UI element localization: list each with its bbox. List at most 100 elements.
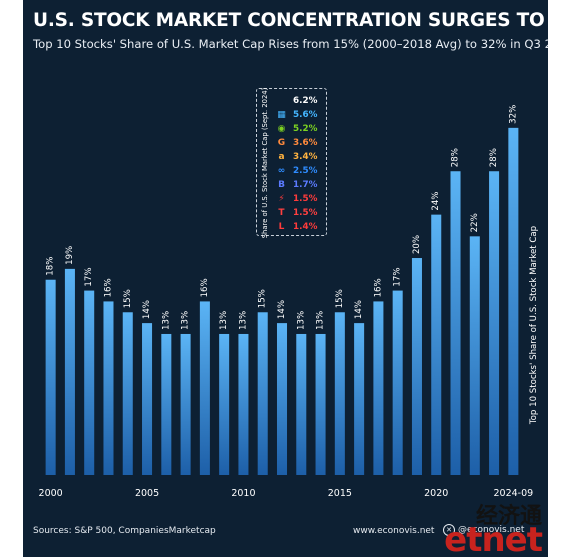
bar-label-2001: 19% <box>65 246 75 265</box>
bar-2003 <box>103 301 114 475</box>
bar-2022 <box>469 236 480 475</box>
legend-value: 2.5% <box>293 166 318 176</box>
bar-label-2024-09: 32% <box>508 105 518 124</box>
watermark-logo: 经济通 etnet <box>444 503 543 557</box>
bar-2014 <box>315 333 326 475</box>
y-axis-label: Top 10 Stocks' Share of U.S. Stock Marke… <box>529 225 539 425</box>
apple-icon <box>276 96 287 107</box>
bar-label-2013: 13% <box>296 311 306 330</box>
legend-item-nvidia: ◉ 5.2% <box>276 122 318 136</box>
legend-item-apple: 6.2% <box>276 94 317 108</box>
x-tick-2015: 2015 <box>328 488 352 499</box>
chart-title: U.S. STOCK MARKET CONCENTRATION SURGES T… <box>33 10 548 31</box>
x-logo-icon: ✕ <box>443 524 455 536</box>
legend-item-google: G 3.6% <box>276 136 318 150</box>
x-tick-2024-09: 2024-09 <box>494 488 534 499</box>
bar-2024-09 <box>508 127 519 476</box>
chart-legend: Share of U.S. Stock Market Cap (Sept. 20… <box>256 87 327 239</box>
bar-label-2003: 16% <box>103 278 113 297</box>
bar-label-2007: 13% <box>181 311 191 330</box>
x-tick-2020: 2020 <box>424 488 448 499</box>
bar-2002 <box>84 290 95 475</box>
bar-chart: 18% 19% 17% 16% 15% 14% 13% 13% 16% 13% 13% 15% 14% 1… <box>39 105 534 499</box>
social-handle[interactable]: ✕ @econovis.net <box>443 524 524 536</box>
berkshire-icon: B <box>278 179 285 190</box>
bar-group <box>45 127 519 476</box>
legend-value: 1.5% <box>293 208 318 218</box>
legend-item-microsoft: ▦ 5.6% <box>276 108 317 122</box>
bar-2012 <box>276 323 288 475</box>
bar-2013 <box>296 333 307 475</box>
bar-label-2010: 13% <box>238 311 248 330</box>
legend-title: Share of U.S. Stock Market Cap (Sept. 20… <box>261 87 269 239</box>
bar-2008 <box>199 301 210 475</box>
bar-2016 <box>354 323 365 475</box>
bar-2007 <box>180 333 191 475</box>
lilly-icon: L <box>278 221 285 232</box>
x-tick-2005: 2005 <box>135 488 159 499</box>
x-tick-group: 2000 2005 2010 2015 2020 2024-09 <box>39 488 534 499</box>
bar-label-2015: 15% <box>335 289 345 308</box>
bar-label-2009: 13% <box>219 311 229 330</box>
bar-2006 <box>161 333 172 475</box>
infographic-frame: U.S. STOCK MARKET CONCENTRATION SURGES T… <box>23 0 548 557</box>
bar-label-2023: 28% <box>489 148 499 167</box>
website-link[interactable]: www.econovis.net <box>353 526 435 536</box>
legend-value: 5.2% <box>293 124 318 134</box>
bar-label-2000: 18% <box>46 257 56 276</box>
bar-label-2022: 22% <box>470 213 480 232</box>
legend-value: 6.2% <box>293 96 318 106</box>
bar-2004 <box>122 312 133 475</box>
bar-2001 <box>64 268 75 475</box>
legend-item-broadcom: ⚡ 1.5% <box>276 192 317 206</box>
bar-label-2018: 17% <box>393 267 403 286</box>
legend-item-berkshire: B 1.7% <box>276 178 317 192</box>
microsoft-icon: ▦ <box>277 109 286 120</box>
legend-item-tesla: T 1.5% <box>276 206 317 220</box>
legend-value: 1.7% <box>293 180 318 190</box>
bar-2017 <box>373 301 384 475</box>
social-handle-text: @econovis.net <box>458 525 525 535</box>
tesla-icon: T <box>278 207 285 218</box>
legend-item-amazon: a 3.4% <box>276 150 317 164</box>
google-icon: G <box>277 137 286 148</box>
bar-2005 <box>142 323 153 475</box>
broadcom-icon: ⚡ <box>278 193 285 204</box>
legend-value: 3.6% <box>293 138 318 148</box>
bar-label-2008: 16% <box>200 278 210 297</box>
bar-label-2011: 15% <box>258 289 268 308</box>
legend-value: 3.4% <box>293 152 318 162</box>
chart-subtitle: Top 10 Stocks' Share of U.S. Market Cap … <box>33 37 548 51</box>
bar-label-2017: 16% <box>373 278 383 297</box>
bar-2019 <box>411 258 422 475</box>
bar-label-2012: 14% <box>277 300 287 319</box>
x-tick-2010: 2010 <box>231 488 255 499</box>
bar-label-2014: 13% <box>316 311 326 330</box>
bar-2000 <box>45 279 56 475</box>
bar-label-2006: 13% <box>161 311 171 330</box>
bar-2015 <box>334 312 345 475</box>
legend-value: 1.4% <box>293 222 318 232</box>
amazon-icon: a <box>278 151 285 162</box>
bar-2020 <box>431 214 442 476</box>
bar-2018 <box>392 290 403 475</box>
bar-label-2005: 14% <box>142 300 152 319</box>
bar-2023 <box>489 171 500 475</box>
bar-label-2002: 17% <box>84 267 94 286</box>
legend-item-lilly: L 1.4% <box>276 220 318 234</box>
bar-2021 <box>450 171 461 475</box>
bar-label-2004: 15% <box>123 289 133 308</box>
source-note: Sources: S&P 500, CompaniesMarketcap <box>33 526 216 536</box>
bar-label-2016: 14% <box>354 300 364 319</box>
legend-item-meta: ∞ 2.5% <box>276 164 318 178</box>
bar-label-group: 18% 19% 17% 16% 15% 14% 13% 13% 16% 13% 13% 15% 14% 1… <box>46 105 519 330</box>
bar-2011 <box>257 312 268 475</box>
bar-label-2021: 28% <box>451 148 461 167</box>
x-tick-2000: 2000 <box>39 488 63 499</box>
legend-value: 1.5% <box>293 194 318 204</box>
nvidia-icon: ◉ <box>277 123 286 134</box>
bar-label-2019: 20% <box>412 235 422 254</box>
legend-value: 5.6% <box>293 110 318 120</box>
bar-2009 <box>219 333 230 475</box>
bar-label-2020: 24% <box>431 192 441 211</box>
